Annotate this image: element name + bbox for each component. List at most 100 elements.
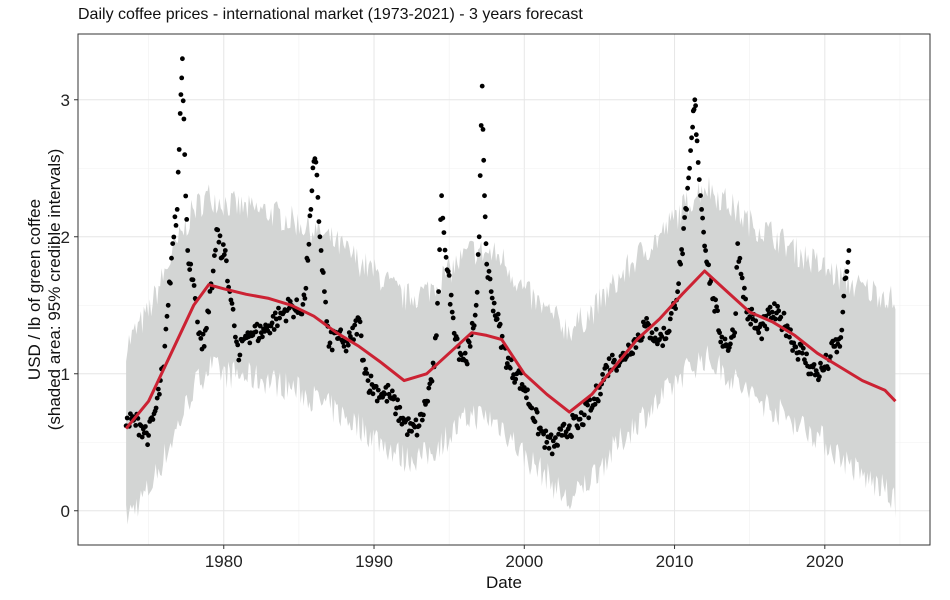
observed-point bbox=[327, 340, 333, 346]
observed-point bbox=[462, 350, 468, 356]
observed-point bbox=[317, 234, 323, 240]
observed-point bbox=[253, 329, 259, 335]
observed-point bbox=[718, 339, 724, 345]
observed-point bbox=[221, 252, 227, 258]
observed-point bbox=[440, 215, 446, 221]
observed-point bbox=[213, 247, 218, 253]
observed-point bbox=[363, 366, 369, 372]
observed-point bbox=[828, 354, 833, 359]
observed-point bbox=[773, 316, 778, 322]
observed-point bbox=[649, 330, 655, 336]
observed-point bbox=[565, 426, 571, 432]
y-tick-label: 3 bbox=[61, 91, 70, 110]
observed-point bbox=[169, 255, 174, 261]
observed-point bbox=[345, 342, 351, 348]
observed-point bbox=[324, 319, 330, 324]
observed-point bbox=[303, 285, 309, 291]
observed-point bbox=[735, 241, 741, 247]
observed-point bbox=[766, 311, 772, 317]
observed-point bbox=[413, 417, 419, 423]
x-axis-title: Date bbox=[486, 573, 522, 592]
observed-point bbox=[187, 267, 193, 272]
observed-point bbox=[818, 360, 823, 366]
observed-point bbox=[731, 333, 736, 339]
observed-point bbox=[790, 348, 795, 353]
observed-point bbox=[301, 292, 307, 298]
observed-point bbox=[653, 326, 659, 332]
observed-point bbox=[694, 138, 700, 144]
observed-point bbox=[723, 342, 729, 347]
observed-point bbox=[183, 193, 189, 199]
observed-point bbox=[370, 391, 376, 397]
observed-point bbox=[796, 350, 802, 355]
observed-point bbox=[426, 385, 432, 391]
observed-point bbox=[846, 248, 852, 253]
observed-point bbox=[491, 300, 497, 306]
observed-point bbox=[702, 243, 707, 249]
observed-point bbox=[633, 345, 639, 350]
observed-point bbox=[626, 342, 631, 348]
observed-point bbox=[150, 417, 156, 422]
observed-point bbox=[165, 302, 171, 308]
observed-point bbox=[231, 323, 237, 329]
observed-point bbox=[472, 312, 478, 318]
observed-point bbox=[544, 439, 550, 445]
observed-point bbox=[191, 283, 197, 288]
observed-point bbox=[355, 315, 361, 320]
observed-point bbox=[442, 247, 448, 253]
observed-point bbox=[406, 416, 411, 421]
observed-point bbox=[225, 278, 230, 284]
y-axis-subtitle: (shaded area: 95% credible intervals) bbox=[45, 149, 64, 431]
observed-point bbox=[269, 320, 275, 326]
observed-point bbox=[698, 193, 703, 199]
observed-point bbox=[357, 319, 363, 325]
observed-point bbox=[437, 247, 442, 253]
observed-point bbox=[276, 305, 281, 311]
observed-point bbox=[441, 230, 447, 236]
observed-point bbox=[182, 152, 188, 158]
x-tick-label: 1980 bbox=[205, 552, 243, 571]
observed-point bbox=[504, 361, 510, 366]
observed-point bbox=[588, 407, 594, 413]
observed-point bbox=[384, 398, 390, 404]
observed-point bbox=[573, 414, 579, 419]
observed-point bbox=[668, 311, 674, 316]
observed-point bbox=[481, 157, 487, 163]
observed-point bbox=[772, 301, 777, 307]
observed-point bbox=[486, 268, 492, 274]
y-axis-title: USD / lb of green coffee bbox=[25, 199, 44, 380]
observed-point bbox=[739, 275, 745, 281]
observed-point bbox=[173, 223, 179, 228]
observed-point bbox=[415, 424, 421, 430]
observed-point bbox=[667, 316, 673, 322]
observed-point bbox=[661, 325, 667, 331]
observed-point bbox=[358, 333, 364, 339]
observed-point bbox=[714, 304, 719, 310]
observed-point bbox=[641, 319, 646, 325]
observed-point bbox=[176, 147, 182, 152]
observed-point bbox=[811, 362, 817, 367]
observed-point bbox=[738, 271, 744, 277]
observed-point bbox=[340, 340, 346, 345]
observed-point bbox=[309, 188, 315, 194]
observed-point bbox=[475, 252, 481, 257]
observed-point bbox=[367, 388, 373, 394]
observed-point bbox=[805, 363, 810, 369]
observed-point bbox=[558, 427, 564, 432]
observed-point bbox=[210, 268, 216, 274]
observed-point bbox=[507, 365, 513, 371]
observed-point bbox=[743, 296, 748, 302]
x-tick-label: 2010 bbox=[656, 552, 694, 571]
observed-point bbox=[742, 285, 747, 291]
observed-point bbox=[479, 83, 485, 89]
observed-point bbox=[449, 309, 455, 315]
observed-point bbox=[343, 348, 349, 354]
observed-point bbox=[185, 248, 191, 253]
observed-point bbox=[385, 382, 391, 388]
observed-point bbox=[162, 343, 168, 349]
x-tick-label: 1990 bbox=[355, 552, 393, 571]
observed-point bbox=[495, 311, 501, 317]
observed-point bbox=[154, 395, 160, 401]
observed-point bbox=[535, 431, 541, 437]
